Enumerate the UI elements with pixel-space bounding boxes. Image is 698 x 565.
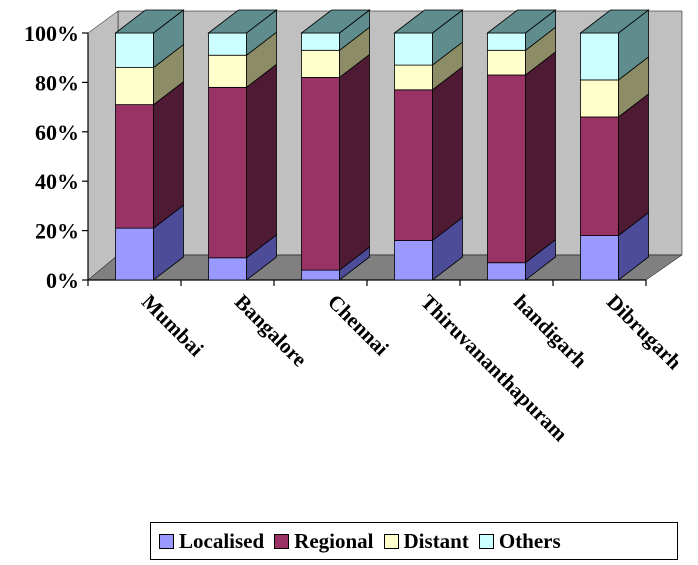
legend-swatch-regional: [274, 533, 290, 549]
legend-swatch-others: [478, 533, 494, 549]
bar-segment-distant: [301, 49, 340, 78]
bar-side-regional: [618, 93, 649, 237]
bar-segment-regional: [487, 74, 526, 264]
bar-segment-distant: [580, 79, 619, 118]
x-tick-label: Chennai: [323, 290, 394, 361]
bar-top: [114, 9, 185, 34]
bar-segment-regional: [208, 86, 247, 259]
bar-segment-localised: [394, 240, 433, 281]
bar-segment-localised: [301, 269, 340, 281]
x-tick-label: Dibrugarh: [602, 290, 687, 375]
bar-segment-others: [394, 32, 433, 66]
y-tick-label: 0%: [46, 268, 79, 293]
bar-segment-localised: [208, 257, 247, 281]
x-axis-labels: Mumbai Bangalore Chennai Thiruvananthapuram…: [137, 290, 687, 447]
bar-segment-regional: [301, 77, 340, 271]
legend-item-regional: Regional: [274, 528, 374, 554]
y-tick-label: 60%: [35, 120, 79, 145]
legend-label: Others: [498, 528, 561, 553]
x-tick-label: handigarh: [509, 290, 592, 373]
x-tick-label: Bangalore: [230, 290, 312, 372]
bar-segment-others: [580, 32, 619, 81]
y-tick-label: 40%: [35, 169, 79, 194]
y-axis: 0% 20% 40% 60% 80% 100%: [24, 21, 647, 293]
bar-segment-others: [115, 32, 154, 68]
legend-label: Localised: [179, 528, 265, 553]
bar-segment-regional: [580, 116, 619, 236]
y-tick-label: 20%: [35, 219, 79, 244]
bar-segment-others: [301, 32, 340, 51]
bar-segment-localised: [580, 235, 619, 281]
bar-side-regional: [525, 51, 556, 264]
y-tick-label: 100%: [24, 21, 79, 46]
legend-item-localised: Localised: [159, 529, 264, 554]
legend-item-others: Others: [478, 528, 561, 554]
bar-segment-regional: [394, 89, 433, 241]
bar-side-regional: [339, 53, 370, 271]
bar-top: [579, 9, 650, 34]
stacked-bar-chart: 0% 20% 40% 60% 80% 100% Mumbai Bangalore Chenna…: [24, 9, 687, 447]
legend: Localised Regional Distant Others: [150, 522, 678, 560]
bar-side-regional: [432, 65, 463, 242]
legend-swatch-localised: [159, 533, 174, 549]
bar-segment-regional: [115, 104, 154, 229]
bar-top: [393, 9, 464, 34]
legend-swatch-distant: [383, 533, 399, 549]
bar-top: [486, 9, 557, 34]
bars: [114, 9, 650, 281]
x-tick-label: Mumbai: [137, 290, 209, 362]
chart-side-wall: [87, 10, 119, 281]
bar-segment-distant: [394, 64, 433, 91]
bar-top: [300, 9, 371, 34]
bar-side-regional: [246, 63, 277, 259]
legend-label: Distant: [403, 528, 469, 553]
bar-segment-distant: [115, 67, 154, 106]
legend-item-distant: Distant: [383, 528, 469, 554]
bar-segment-localised: [487, 262, 526, 281]
bar-segment-others: [487, 32, 526, 51]
legend-label: Regional: [294, 528, 374, 553]
bar-segment-distant: [208, 54, 247, 88]
bar-side-regional: [153, 80, 184, 229]
bar-top: [207, 9, 278, 34]
y-tick-label: 80%: [35, 70, 79, 95]
bar-segment-others: [208, 32, 247, 56]
bar-segment-distant: [487, 49, 526, 76]
bar-segment-localised: [115, 227, 154, 281]
